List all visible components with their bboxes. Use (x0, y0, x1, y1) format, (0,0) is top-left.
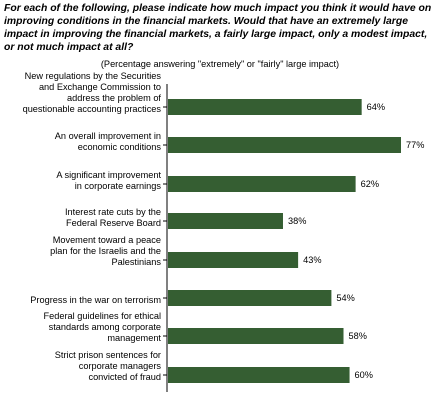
category-label-line: Strict prison sentences for (55, 350, 161, 360)
category-label-line: convicted of fraud (88, 372, 161, 382)
bar-value-label: 58% (349, 331, 367, 341)
bar (168, 252, 299, 268)
category-label: New regulations by the Securities and Exc… (23, 71, 162, 114)
category-label-line: and Exchange Commission to (39, 82, 161, 92)
bar-value-label: 64% (367, 102, 385, 112)
bar (168, 290, 332, 306)
category-label-line: Interest rate cuts by the (65, 207, 161, 217)
bar-value-label: 77% (406, 140, 424, 150)
category-label-line: in corporate earnings (75, 181, 162, 191)
bar-value-label: 43% (303, 255, 321, 265)
category-label-line: Federal Reserve Board (66, 218, 161, 228)
bar-value-label: 60% (355, 370, 373, 380)
bar (168, 137, 401, 153)
chart-subtitle: (Percentage answering "extremely" or "fa… (100, 59, 340, 69)
category-label: Interest rate cuts by the Federal Reserve… (65, 207, 161, 228)
category-label: An overall improvement in economic condit… (55, 131, 162, 152)
bar-value-label: 62% (361, 179, 379, 189)
bar-value-label: 54% (336, 293, 354, 303)
bar (168, 328, 344, 344)
category-label-line: economic conditions (78, 142, 162, 152)
bar (168, 176, 356, 192)
category-label-line: plan for the Israelis and the (50, 246, 161, 256)
category-label: Strict prison sentences for corporate man… (55, 350, 162, 382)
category-label-line: questionable accounting practices (23, 104, 162, 114)
category-label: Federal guidelines for ethical standards … (44, 311, 162, 343)
bar (168, 99, 362, 115)
chart-title: For each of the following, please indica… (4, 3, 432, 53)
category-label: Movement toward a peace plan for the Isra… (50, 235, 161, 267)
category-label: Progress in the war on terrorism (30, 295, 161, 305)
category-label-line: Progress in the war on terrorism (30, 295, 161, 305)
category-label-line: Palestinians (111, 257, 161, 267)
category-label-line: standards among corporate (49, 322, 161, 332)
category-label-line: corporate managers (79, 361, 162, 371)
bar (168, 213, 283, 229)
category-label-line: An overall improvement in (55, 131, 161, 141)
category-label-line: A significant improvement (56, 170, 161, 180)
category-label-line: New regulations by the Securities (25, 71, 162, 81)
bar (168, 367, 350, 383)
bar-value-label: 38% (288, 216, 306, 226)
category-label-line: address the problem of (67, 93, 161, 103)
category-label-line: Federal guidelines for ethical (44, 311, 161, 321)
category-label: A significant improvement in corporate ea… (56, 170, 161, 191)
category-label-line: management (107, 333, 161, 343)
category-label-line: Movement toward a peace (53, 235, 161, 245)
